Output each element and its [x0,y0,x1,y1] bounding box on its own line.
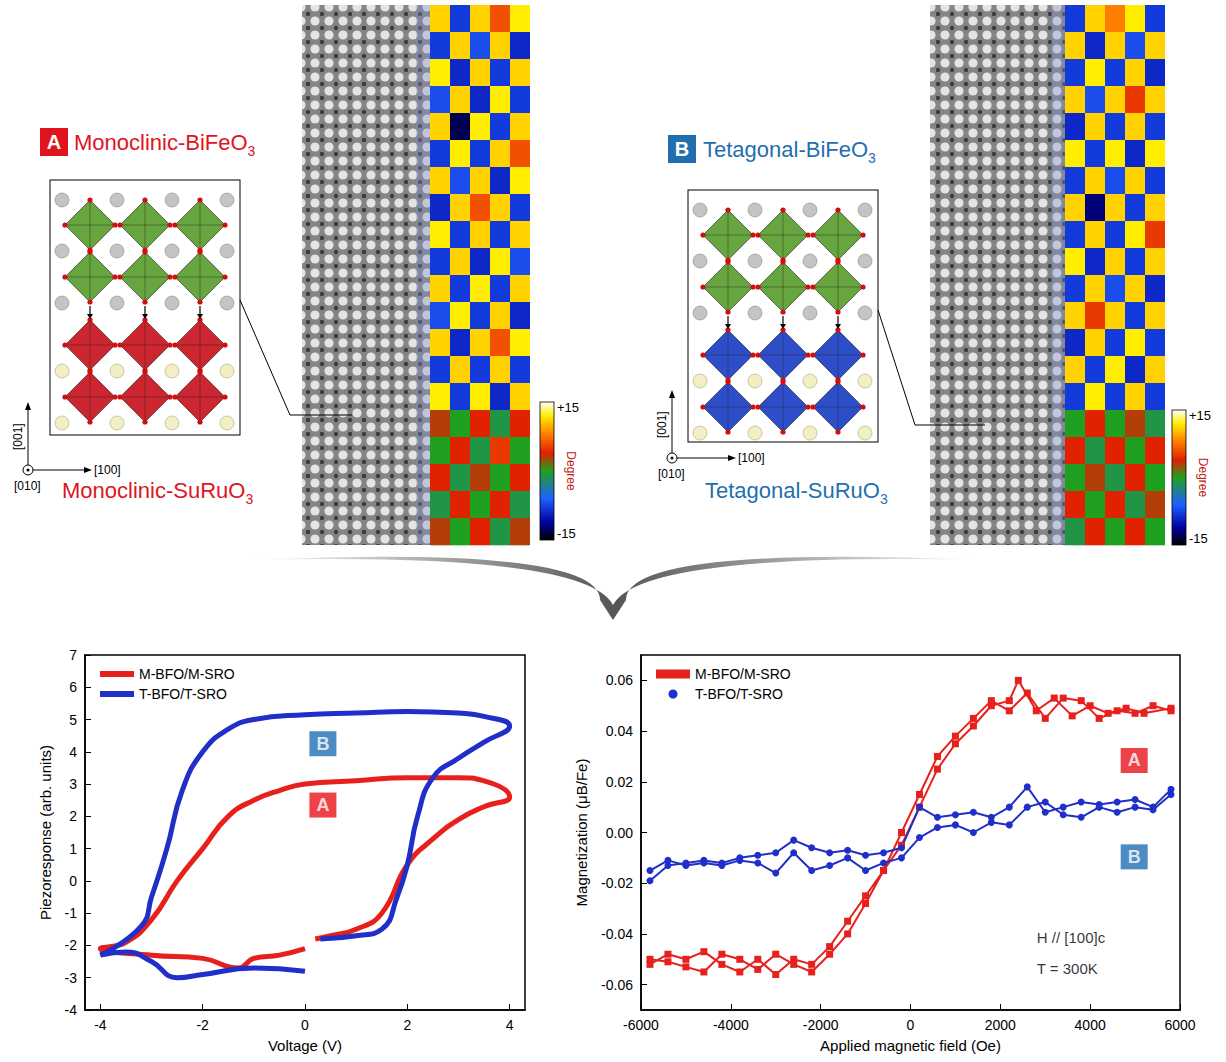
svg-text:A: A [1128,750,1141,770]
svg-text:3: 3 [69,776,77,792]
svg-text:0.02: 0.02 [606,774,633,790]
svg-text:Monoclinic-SuRuO3: Monoclinic-SuRuO3 [62,478,253,507]
svg-text:H // [100]c: H // [100]c [1037,929,1106,946]
svg-text:0: 0 [69,873,77,889]
svg-text:0.04: 0.04 [606,723,633,739]
svg-text:A: A [47,131,61,153]
svg-text:[010]: [010] [658,467,685,481]
svg-text:1: 1 [69,841,77,857]
svg-text:T = 300K: T = 300K [1037,960,1098,977]
svg-text:Degree: Degree [1196,458,1210,498]
svg-text:-2: -2 [65,937,78,953]
svg-text:6: 6 [69,679,77,695]
svg-text:Magnetization (μB/Fe): Magnetization (μB/Fe) [573,759,590,907]
svg-text:Voltage (V): Voltage (V) [268,1037,342,1054]
svg-text:[001]: [001] [655,411,669,438]
svg-text:-2: -2 [196,1017,209,1033]
svg-text:4: 4 [506,1017,514,1033]
svg-text:0: 0 [301,1017,309,1033]
svg-text:0: 0 [907,1017,915,1033]
svg-text:M-BFO/M-SRO: M-BFO/M-SRO [695,666,791,682]
svg-text:4000: 4000 [1075,1017,1106,1033]
svg-text:-3: -3 [65,970,78,986]
svg-text:0.06: 0.06 [606,672,633,688]
svg-text:Tetagonal-BiFeO3: Tetagonal-BiFeO3 [703,137,876,166]
svg-text:T-BFO/T-SRO: T-BFO/T-SRO [695,686,783,702]
svg-text:-0.04: -0.04 [601,926,633,942]
svg-text:+15: +15 [557,400,579,415]
svg-text:-1: -1 [65,905,78,921]
svg-text:-15: -15 [1189,531,1208,546]
svg-text:-6000: -6000 [623,1017,659,1033]
svg-text:T-BFO/T-SRO: T-BFO/T-SRO [139,686,227,702]
svg-text:[001]: [001] [11,423,25,450]
svg-text:Piezoresponse (arb. units): Piezoresponse (arb. units) [37,745,54,920]
svg-text:B: B [1128,847,1141,867]
svg-text:4: 4 [69,744,77,760]
svg-text:M-BFO/M-SRO: M-BFO/M-SRO [139,666,235,682]
svg-text:A: A [316,795,329,815]
svg-text:-4: -4 [94,1017,107,1033]
svg-text:-0.02: -0.02 [601,875,633,891]
svg-text:-4000: -4000 [713,1017,749,1033]
svg-text:B: B [316,734,329,754]
svg-text:2000: 2000 [985,1017,1016,1033]
svg-text:2: 2 [403,1017,411,1033]
svg-text:[100]: [100] [94,463,121,477]
svg-text:[010]: [010] [14,479,41,493]
svg-text:-0.06: -0.06 [601,977,633,993]
svg-text:6000: 6000 [1164,1017,1195,1033]
svg-text:Monoclinic-BiFeO3: Monoclinic-BiFeO3 [74,130,256,159]
svg-text:Tetagonal-SuRuO3: Tetagonal-SuRuO3 [705,478,888,507]
svg-text:7: 7 [69,647,77,663]
svg-text:0.00: 0.00 [606,825,633,841]
svg-text:[100]: [100] [738,451,765,465]
svg-text:-2000: -2000 [803,1017,839,1033]
svg-text:2: 2 [69,808,77,824]
svg-text:B: B [675,138,689,160]
svg-text:Applied magnetic field (Oe): Applied magnetic field (Oe) [820,1037,1001,1054]
svg-text:-4: -4 [65,1002,78,1018]
svg-text:-15: -15 [557,526,576,541]
svg-text:+15: +15 [1189,408,1211,423]
svg-text:5: 5 [69,712,77,728]
svg-text:Degree: Degree [564,451,578,491]
